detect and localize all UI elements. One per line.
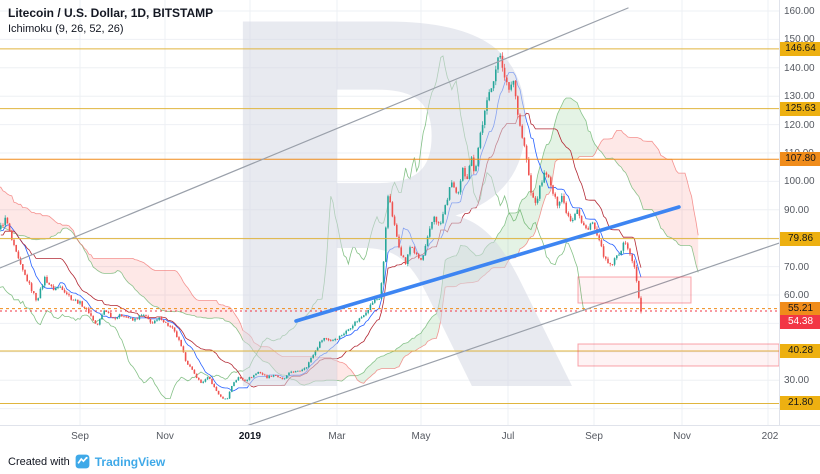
time-tick: Mar (328, 431, 346, 442)
price-axis[interactable]: 160.00150.00140.00130.00120.00110.00100.… (779, 0, 820, 425)
time-tick: 2019 (238, 431, 262, 442)
symbol-title[interactable]: Litecoin / U.S. Dollar, 1D, BITSTAMP (8, 6, 214, 20)
created-with-label: Created with (8, 455, 70, 468)
watermark: R (196, 0, 582, 425)
price-level-badge: 125.63 (780, 102, 820, 116)
chart-legend: Litecoin / U.S. Dollar, 1D, BITSTAMP Ich… (8, 6, 213, 35)
attribution-footer: Created with TradingView (0, 449, 820, 474)
price-tick: 120.00 (784, 120, 815, 131)
price-tick: 140.00 (784, 63, 815, 74)
price-level-badge: 55.21 (780, 302, 820, 316)
tradingview-wordmark[interactable]: TradingView (94, 454, 166, 469)
tradingview-logo-icon[interactable] (75, 454, 90, 469)
time-tick: Nov (673, 431, 691, 442)
time-tick: 202 (761, 431, 779, 442)
price-level-badge: 79.86 (780, 232, 820, 246)
time-axis[interactable]: Sep Nov 2019 Mar May Jul Sep Nov 202 (0, 425, 820, 449)
price-tick: 130.00 (784, 91, 815, 102)
time-tick: May (411, 431, 431, 442)
time-tick: Sep (585, 431, 603, 442)
price-tick: 90.00 (784, 205, 810, 216)
time-tick: Sep (71, 431, 89, 442)
time-tick: Nov (156, 431, 174, 442)
last-price-badge: 54.38 (780, 315, 820, 329)
chart-plot-area[interactable]: R Litecoin / U.S. Dollar, 1D, BITSTAMP I… (0, 0, 779, 425)
price-tick: 30.00 (784, 375, 810, 386)
price-tick: 60.00 (784, 290, 810, 301)
price-tick: 100.00 (784, 176, 815, 187)
price-layer (0, 7, 779, 425)
time-tick: Jul (501, 431, 515, 442)
price-level-badge: 107.80 (780, 152, 820, 166)
price-tick: 160.00 (784, 6, 815, 17)
price-level-badge: 21.80 (780, 396, 820, 410)
price-tick: 70.00 (784, 262, 810, 273)
price-tick: 150.00 (784, 34, 815, 45)
indicator-label[interactable]: Ichimoku (9, 26, 52, 26) (8, 23, 124, 35)
ichimoku-cloud-layer (0, 0, 779, 425)
price-level-badge: 146.64 (780, 42, 820, 56)
price-level-badge: 40.28 (780, 344, 820, 358)
